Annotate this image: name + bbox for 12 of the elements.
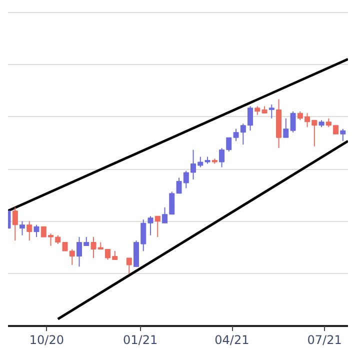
candlestick [154,216,160,238]
candlestick [34,224,40,238]
x-tick-label: 04/21 [214,333,250,347]
candlestick [340,128,346,142]
candlestick [20,220,25,236]
candlestick [12,206,18,242]
candlestick [126,257,132,274]
x-tick-label: 01/21 [123,333,158,347]
candlestick [26,220,32,242]
x-tick-label: 10/20 [29,333,64,347]
candlestick [268,104,274,119]
x-tick-label: 07/21 [307,333,342,347]
